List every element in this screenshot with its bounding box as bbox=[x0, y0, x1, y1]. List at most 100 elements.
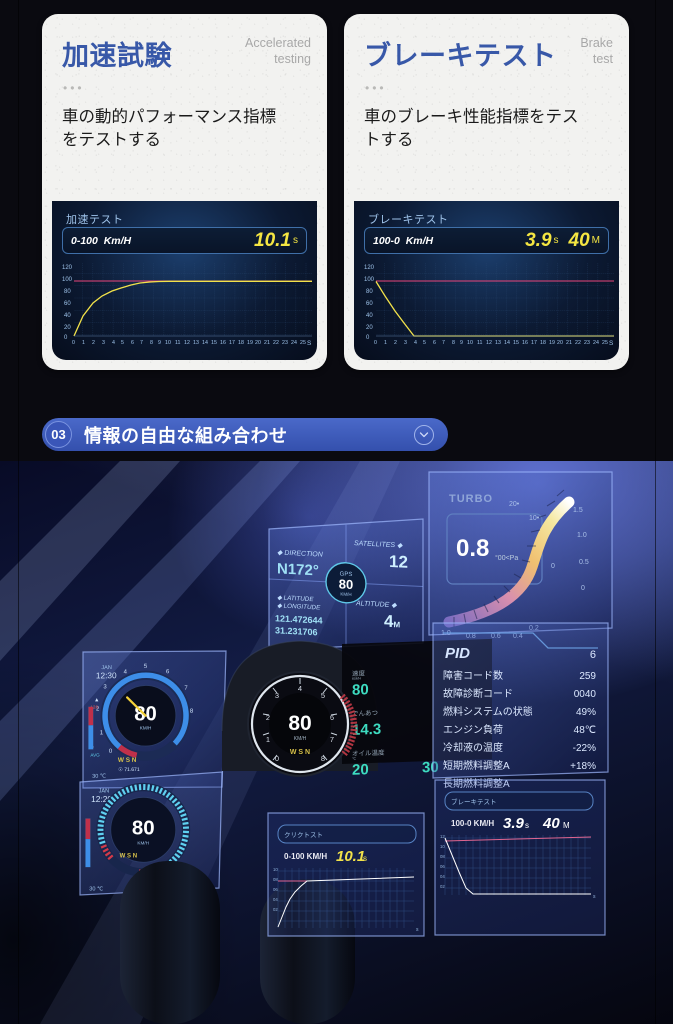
svg-text:TURBO: TURBO bbox=[449, 493, 493, 505]
svg-text:0.5: 0.5 bbox=[579, 559, 589, 566]
svg-text:20•: 20• bbox=[509, 501, 520, 508]
svg-text:49%: 49% bbox=[576, 707, 596, 718]
svg-text:40: 40 bbox=[542, 815, 560, 832]
svg-text:80: 80 bbox=[339, 576, 353, 592]
svg-text:1: 1 bbox=[384, 340, 387, 346]
svg-text:でんあつ: でんあつ bbox=[352, 709, 378, 718]
svg-text:エンジン負荷: エンジン負荷 bbox=[443, 724, 503, 736]
svg-text:7: 7 bbox=[442, 340, 445, 346]
svg-text:s: s bbox=[525, 821, 529, 830]
svg-text:8: 8 bbox=[452, 340, 455, 346]
svg-text:13: 13 bbox=[193, 340, 199, 346]
svg-text:02: 02 bbox=[273, 907, 278, 912]
svg-text:12: 12 bbox=[440, 834, 445, 839]
svg-text:11: 11 bbox=[175, 340, 181, 346]
svg-text:M: M bbox=[563, 821, 570, 830]
svg-text:20: 20 bbox=[366, 325, 373, 331]
svg-text:100: 100 bbox=[62, 277, 73, 283]
svg-text:08: 08 bbox=[273, 877, 278, 882]
svg-text:40: 40 bbox=[366, 313, 373, 319]
svg-text:10: 10 bbox=[467, 340, 473, 346]
svg-text:2: 2 bbox=[394, 340, 397, 346]
svg-text:60: 60 bbox=[366, 301, 373, 307]
svg-text:20: 20 bbox=[557, 340, 563, 346]
svg-text:3.9: 3.9 bbox=[503, 815, 525, 832]
svg-text:W S N: W S N bbox=[290, 749, 310, 756]
svg-text:30 ℃: 30 ℃ bbox=[89, 886, 104, 892]
svg-text:24: 24 bbox=[593, 340, 599, 346]
svg-text:7: 7 bbox=[330, 735, 334, 744]
svg-text:KM/H: KM/H bbox=[340, 591, 351, 597]
svg-text:48℃: 48℃ bbox=[574, 725, 596, 736]
svg-text:3: 3 bbox=[404, 340, 407, 346]
svg-text:100-0 KM/H: 100-0 KM/H bbox=[451, 819, 494, 828]
svg-text:0: 0 bbox=[581, 585, 585, 592]
svg-text:25: 25 bbox=[602, 340, 608, 346]
svg-text:10: 10 bbox=[165, 340, 171, 346]
svg-text:クリクトスト: クリクトスト bbox=[284, 831, 323, 839]
svg-text:ブレーキテスト: ブレーキテスト bbox=[451, 797, 497, 806]
svg-text:11: 11 bbox=[477, 340, 483, 346]
svg-text:120: 120 bbox=[364, 265, 375, 271]
svg-text:0: 0 bbox=[366, 335, 370, 341]
svg-text:4: 4 bbox=[112, 340, 115, 346]
svg-text:W S N: W S N bbox=[120, 854, 137, 860]
svg-text:6: 6 bbox=[433, 340, 436, 346]
svg-text:5: 5 bbox=[423, 340, 426, 346]
svg-text:13: 13 bbox=[495, 340, 501, 346]
svg-text:14: 14 bbox=[504, 340, 510, 346]
svg-text:04: 04 bbox=[440, 874, 445, 879]
svg-text:4: 4 bbox=[414, 340, 417, 346]
svg-text:31.231706: 31.231706 bbox=[275, 625, 318, 637]
svg-text:17: 17 bbox=[229, 340, 235, 346]
svg-text:冷却液の温度: 冷却液の温度 bbox=[443, 741, 503, 754]
svg-text:S: S bbox=[307, 340, 312, 347]
svg-text:19: 19 bbox=[247, 340, 253, 346]
svg-text:15: 15 bbox=[211, 340, 217, 346]
svg-text:18: 18 bbox=[540, 340, 546, 346]
svg-text:23: 23 bbox=[584, 340, 590, 346]
svg-text:10: 10 bbox=[440, 844, 445, 849]
svg-text:30 ℃: 30 ℃ bbox=[92, 774, 107, 780]
svg-text:80: 80 bbox=[366, 289, 373, 295]
svg-text:KM/H: KM/H bbox=[294, 736, 307, 742]
svg-text:02: 02 bbox=[440, 884, 445, 889]
svg-text:14: 14 bbox=[202, 340, 208, 346]
svg-text:80: 80 bbox=[288, 712, 311, 735]
svg-text:80: 80 bbox=[132, 816, 155, 839]
svg-text:2: 2 bbox=[92, 340, 95, 346]
svg-text:短期燃料調整A: 短期燃料調整A bbox=[443, 759, 510, 772]
svg-text:KM/H: KM/H bbox=[137, 841, 149, 846]
svg-text:☉ 71.671: ☉ 71.671 bbox=[118, 767, 140, 773]
svg-text:20: 20 bbox=[352, 761, 369, 779]
svg-text:120: 120 bbox=[62, 265, 73, 271]
svg-text:PID: PID bbox=[445, 645, 470, 662]
svg-text:+18%: +18% bbox=[570, 761, 596, 772]
svg-text:12: 12 bbox=[486, 340, 492, 346]
svg-text:JAN: JAN bbox=[101, 665, 111, 671]
svg-text:17: 17 bbox=[531, 340, 537, 346]
svg-text:KM/H: KM/H bbox=[140, 725, 151, 730]
svg-text:12: 12 bbox=[184, 340, 190, 346]
svg-text:1: 1 bbox=[266, 735, 270, 744]
svg-text:0: 0 bbox=[551, 563, 555, 570]
svg-text:9: 9 bbox=[460, 340, 463, 346]
svg-text:20: 20 bbox=[64, 325, 71, 331]
svg-text:-22%: -22% bbox=[573, 743, 596, 754]
svg-text:22: 22 bbox=[273, 340, 279, 346]
svg-text:W S N: W S N bbox=[118, 757, 137, 764]
svg-text:19: 19 bbox=[549, 340, 555, 346]
svg-text:7: 7 bbox=[140, 340, 143, 346]
svg-text:▲: ▲ bbox=[94, 697, 99, 703]
svg-text:KM/H: KM/H bbox=[352, 676, 361, 680]
svg-text:6: 6 bbox=[590, 649, 596, 661]
svg-text:N172°: N172° bbox=[277, 560, 319, 579]
svg-text:60: 60 bbox=[64, 301, 71, 307]
svg-text:80: 80 bbox=[64, 289, 71, 295]
svg-text:S: S bbox=[609, 340, 614, 347]
svg-text:0.8: 0.8 bbox=[456, 535, 489, 562]
svg-text:5: 5 bbox=[121, 340, 124, 346]
svg-text:15: 15 bbox=[513, 340, 519, 346]
svg-text:08: 08 bbox=[440, 854, 445, 859]
svg-text:1.5: 1.5 bbox=[573, 507, 583, 514]
